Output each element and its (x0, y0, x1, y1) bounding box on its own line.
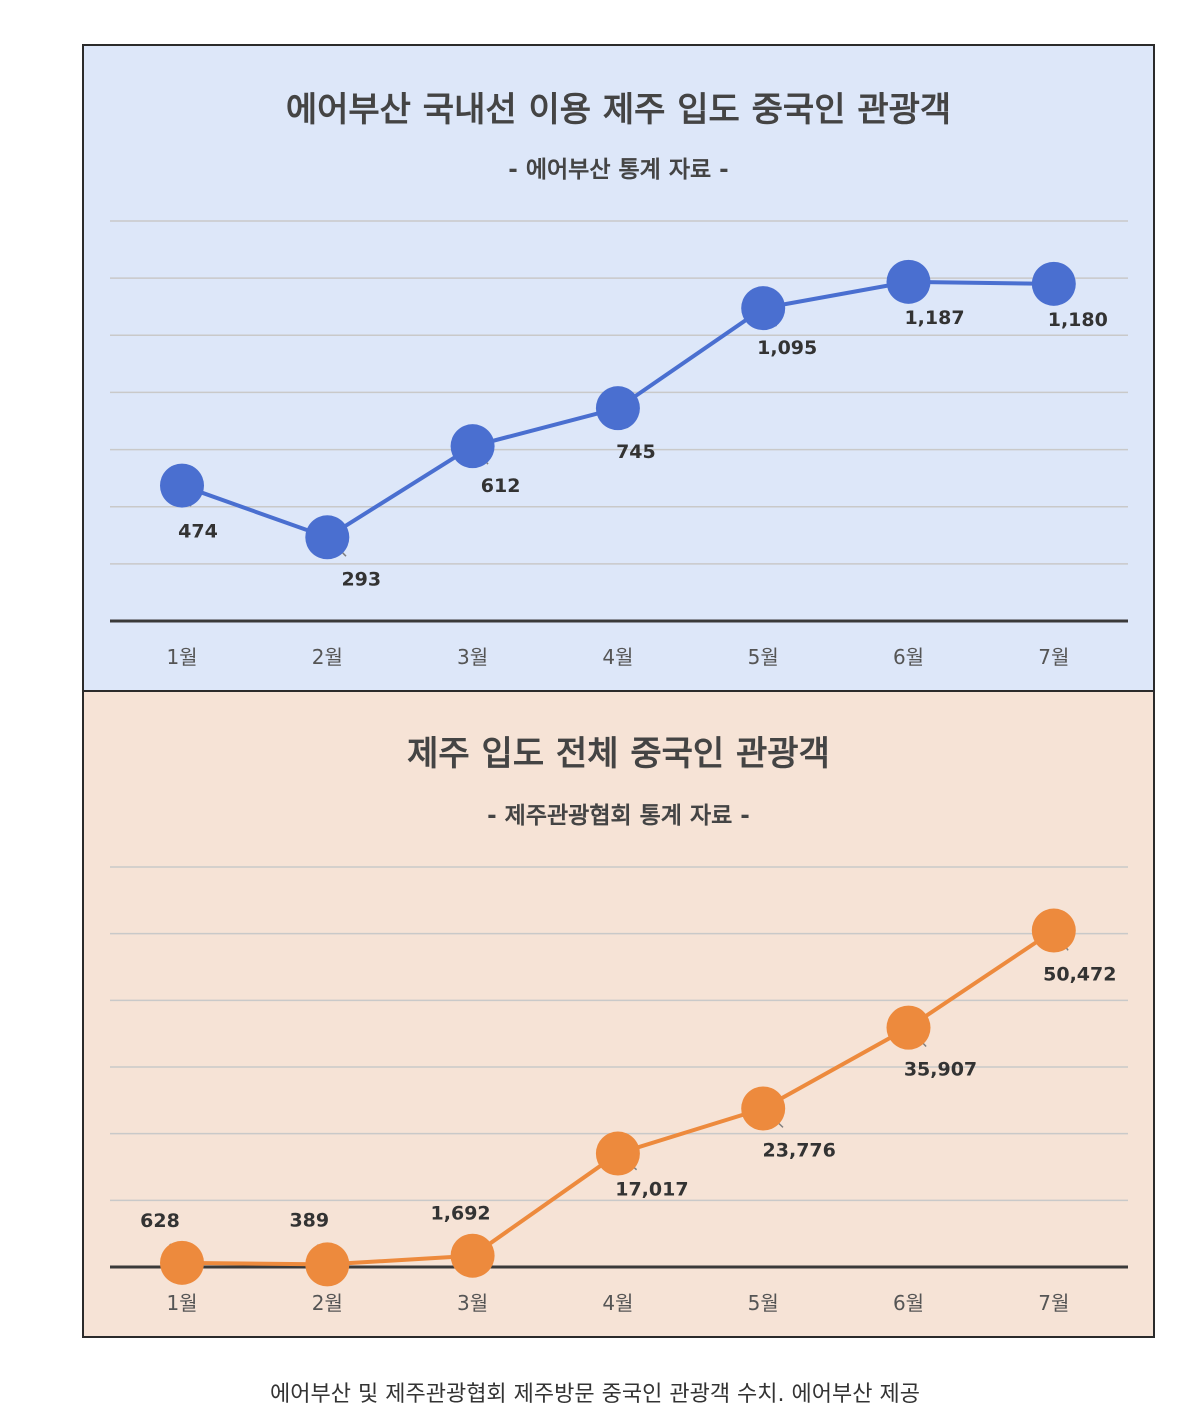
airbusan-chart-panel: 에어부산 국내선 이용 제주 입도 중국인 관광객 - 에어부산 통계 자료 -… (82, 44, 1155, 692)
data-point (160, 1240, 204, 1285)
x-tick-label: 4월 (602, 1291, 633, 1315)
data-label: 17,017 (615, 1179, 688, 1201)
x-tick-label: 1월 (166, 645, 197, 669)
data-label: 474 (178, 521, 218, 543)
data-point (741, 1086, 786, 1131)
x-tick-label: 2월 (312, 645, 343, 669)
x-tick-label: 1월 (166, 1291, 197, 1315)
data-label: 1,095 (757, 337, 817, 359)
x-tick-label: 3월 (457, 1291, 488, 1315)
data-label: 612 (481, 475, 521, 497)
data-point (1031, 261, 1076, 306)
data-point (305, 1242, 350, 1287)
airbusan-line-chart: 474 1월 293 2월 612 3월 745 4월 1,095 5월 1,187 6월 1,180 7… (110, 220, 1128, 669)
chart-subtitle: - 에어부산 통계 자료 - (508, 157, 729, 183)
data-point (886, 1005, 931, 1050)
data-label: 50,472 (1043, 964, 1116, 986)
data-label: 745 (616, 441, 656, 463)
data-point (886, 259, 931, 304)
data-label: 23,776 (763, 1139, 836, 1161)
jeju-chart-panel: 제주 입도 전체 중국인 관광객 - 제주관광협회 통계 자료 - 628 1월 3… (82, 690, 1155, 1338)
data-label: 35,907 (904, 1059, 977, 1081)
chart-subtitle: - 제주관광협회 통계 자료 - (487, 803, 750, 829)
data-label: 1,187 (904, 307, 964, 329)
chart-title: 제주 입도 전체 중국인 관광객 (407, 734, 830, 774)
data-label: 389 (289, 1209, 329, 1231)
data-point (160, 463, 204, 508)
data-point (1031, 908, 1076, 953)
x-tick-label: 6월 (893, 645, 924, 669)
data-point (595, 1131, 640, 1176)
jeju-line-chart: 628 1월 389 2월 1,692 3월 17,017 4월 23,776 5월 35,907 6… (110, 866, 1128, 1315)
x-tick-label: 4월 (602, 645, 633, 669)
x-tick-label: 5월 (748, 645, 779, 669)
data-label: 1,692 (431, 1203, 491, 1225)
data-point (450, 1233, 495, 1278)
data-point (741, 286, 786, 331)
data-label: 628 (140, 1210, 180, 1232)
x-tick-label: 6월 (893, 1291, 924, 1315)
x-tick-label: 7월 (1038, 1291, 1069, 1315)
data-label: 293 (341, 568, 381, 590)
x-tick-label: 2월 (312, 1291, 343, 1315)
data-label: 1,180 (1048, 309, 1108, 331)
data-point (305, 515, 350, 560)
x-tick-label: 7월 (1038, 645, 1069, 669)
data-point (450, 424, 495, 469)
figure-caption: 에어부산 및 제주관광협회 제주방문 중국인 관광객 수치. 에어부산 제공 (270, 1382, 920, 1407)
data-point (595, 386, 640, 431)
x-tick-label: 3월 (457, 645, 488, 669)
chart-title: 에어부산 국내선 이용 제주 입도 중국인 관광객 (285, 90, 952, 130)
x-tick-label: 5월 (748, 1291, 779, 1315)
